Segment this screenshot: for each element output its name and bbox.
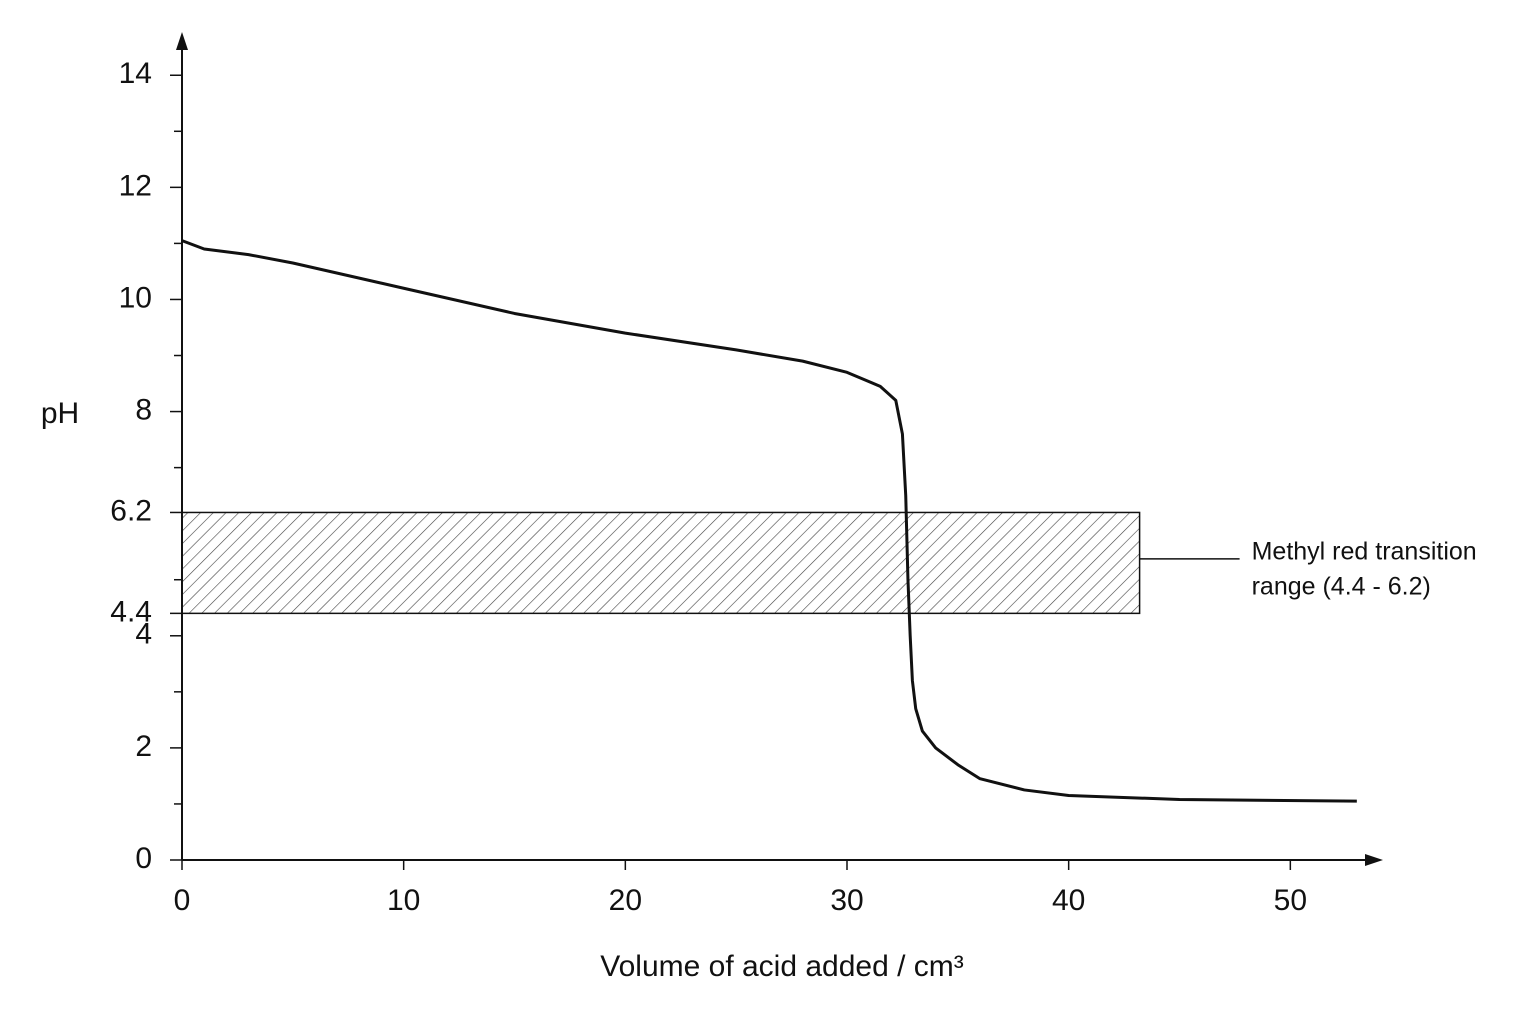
x-tick-label: 0 <box>174 884 191 917</box>
y-tick-label: 14 <box>119 57 152 90</box>
y-tick-label: 12 <box>119 169 152 202</box>
x-axis-arrow <box>1365 854 1383 866</box>
y-tick-label: 2 <box>135 730 152 763</box>
x-tick-label: 10 <box>387 884 420 917</box>
x-tick-label: 30 <box>830 884 863 917</box>
transition-band <box>181 511 1141 615</box>
x-tick-label: 40 <box>1052 884 1085 917</box>
y-tick-label: 8 <box>135 393 152 426</box>
y-axis-label: pH <box>41 397 79 430</box>
x-tick-label: 50 <box>1274 884 1307 917</box>
x-axis-label: Volume of acid added / cm³ <box>600 950 964 983</box>
ph-curve <box>181 239 1357 803</box>
y-tick-label: 0 <box>135 842 152 875</box>
y-tick-label: 4.4 <box>110 595 152 628</box>
annotation: range (4.4 - 6.2) <box>1252 573 1431 601</box>
y-tick-label: 6.2 <box>110 494 152 527</box>
x-tick-label: 20 <box>609 884 642 917</box>
y-axis-arrow <box>176 32 188 50</box>
y-tick-label: 10 <box>119 281 152 314</box>
y-tick-label: 4 <box>135 618 152 651</box>
annotation: Methyl red transition <box>1252 538 1477 566</box>
